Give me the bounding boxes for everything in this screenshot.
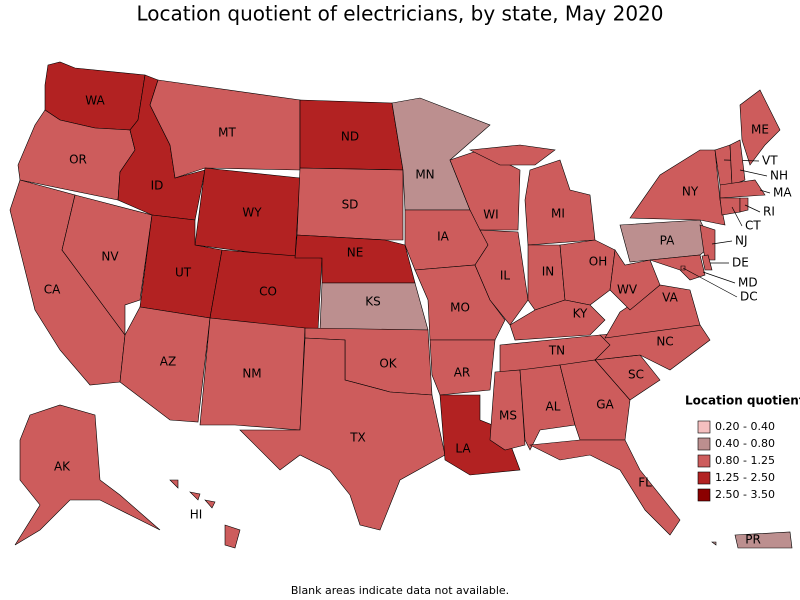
state-label: HI bbox=[190, 508, 203, 522]
legend-label: 0.20 - 0.40 bbox=[715, 420, 775, 433]
legend-swatch bbox=[697, 488, 711, 502]
legend-swatch bbox=[697, 471, 711, 485]
state bbox=[239, 337, 446, 531]
state bbox=[468, 144, 596, 246]
legend-swatch bbox=[697, 454, 711, 468]
state-label: CO bbox=[259, 285, 277, 299]
legend-label: 2.50 - 3.50 bbox=[715, 488, 775, 501]
state-label: NC bbox=[656, 335, 673, 349]
state-label: WA bbox=[85, 94, 105, 108]
legend-swatch bbox=[697, 437, 711, 451]
leader-line bbox=[711, 240, 733, 245]
leader-line bbox=[682, 267, 738, 298]
state bbox=[559, 239, 616, 306]
state-label: NH bbox=[770, 169, 788, 183]
state-label: MO bbox=[450, 301, 470, 315]
state-label: MN bbox=[415, 168, 434, 182]
state-label: NE bbox=[347, 246, 364, 260]
state bbox=[719, 197, 741, 216]
legend-label: 0.80 - 1.25 bbox=[715, 454, 775, 467]
legend-swatch bbox=[697, 420, 711, 434]
footnote: Blank areas indicate data not available. bbox=[291, 584, 509, 597]
state-label: MS bbox=[499, 409, 517, 423]
state-label: TN bbox=[548, 344, 565, 358]
map-title: Location quotient of electricians, by st… bbox=[136, 2, 663, 26]
state-label: RI bbox=[763, 205, 775, 219]
state bbox=[429, 339, 496, 396]
state-label: SD bbox=[342, 198, 359, 212]
state bbox=[296, 167, 404, 241]
state-label: CA bbox=[44, 283, 61, 297]
state bbox=[594, 324, 711, 371]
leader-line bbox=[744, 204, 761, 213]
state-label: LA bbox=[455, 442, 471, 456]
state bbox=[739, 197, 749, 213]
state bbox=[474, 229, 529, 326]
state-label: AR bbox=[454, 366, 471, 380]
state-label: WY bbox=[242, 206, 262, 220]
state-label: NM bbox=[242, 367, 261, 381]
state-label: IA bbox=[437, 230, 450, 244]
state-label: MA bbox=[773, 186, 792, 200]
leader-line bbox=[702, 271, 736, 284]
state-label: NJ bbox=[735, 234, 748, 248]
state-label: ME bbox=[751, 123, 769, 137]
state-label: ND bbox=[341, 130, 359, 144]
state-label: DE bbox=[732, 256, 749, 270]
state-label: KS bbox=[365, 295, 381, 309]
state-label: FL bbox=[638, 476, 652, 490]
state-label: AZ bbox=[160, 355, 176, 369]
state bbox=[649, 254, 706, 281]
state bbox=[439, 394, 521, 476]
state bbox=[719, 179, 766, 199]
state bbox=[699, 224, 716, 261]
state bbox=[729, 139, 746, 186]
state-label: VT bbox=[762, 154, 778, 168]
state-label: MI bbox=[551, 207, 565, 221]
state bbox=[489, 369, 526, 451]
state-label: NY bbox=[682, 185, 699, 199]
leader-line bbox=[759, 189, 771, 194]
state-label: NV bbox=[101, 250, 119, 264]
state-label: IN bbox=[542, 265, 555, 279]
state-label: PR bbox=[745, 533, 761, 547]
state bbox=[629, 149, 726, 226]
state-label: OK bbox=[379, 357, 397, 371]
leader-line bbox=[739, 169, 768, 177]
state bbox=[509, 299, 606, 341]
state-label: DC bbox=[740, 290, 758, 304]
state-label: ID bbox=[151, 179, 164, 193]
state-label: SC bbox=[628, 368, 644, 382]
state-label: AK bbox=[54, 460, 71, 474]
state bbox=[169, 479, 241, 549]
legend-label: 1.25 - 2.50 bbox=[715, 471, 775, 484]
state-label: IL bbox=[500, 269, 511, 283]
state-label: MD bbox=[738, 276, 758, 290]
state-label: GA bbox=[596, 398, 614, 412]
state-label: OR bbox=[69, 153, 87, 167]
state-label: WV bbox=[617, 283, 638, 297]
state-label: AL bbox=[546, 400, 561, 414]
state-label: VA bbox=[662, 291, 678, 305]
legend-label: 0.40 - 0.80 bbox=[715, 437, 775, 450]
state bbox=[199, 317, 306, 431]
state-label: CT bbox=[745, 219, 761, 233]
legend-title: Location quotient bbox=[685, 394, 800, 408]
state-label: OH bbox=[589, 255, 607, 269]
state bbox=[528, 439, 681, 536]
state-label: PA bbox=[660, 234, 675, 248]
state-label: UT bbox=[175, 266, 192, 280]
state-label: KY bbox=[573, 307, 588, 321]
state-label: WI bbox=[483, 208, 498, 222]
state-label: TX bbox=[349, 431, 366, 445]
state bbox=[739, 89, 781, 166]
leader-line bbox=[731, 206, 743, 227]
state bbox=[14, 404, 161, 546]
state bbox=[711, 531, 793, 549]
state-label: MT bbox=[218, 126, 236, 140]
state bbox=[701, 254, 713, 271]
